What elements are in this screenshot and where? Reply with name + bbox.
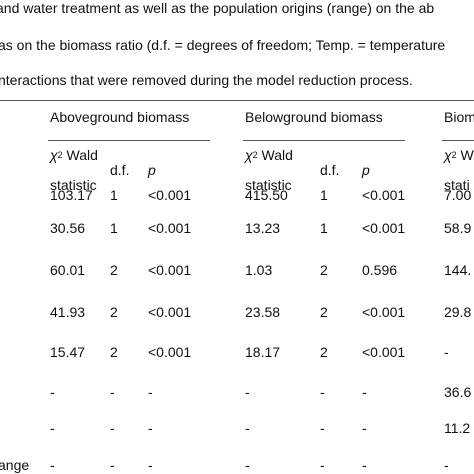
cell: - (362, 420, 367, 436)
df-header: d.f. (110, 162, 130, 178)
cell: - (148, 384, 153, 400)
cell: <0.001 (362, 220, 406, 236)
cell: - (245, 384, 250, 400)
cell: 2 (110, 304, 118, 320)
header-label: Wald (62, 147, 98, 163)
chi-header: χ2 Wald (245, 147, 293, 165)
group-header: Belowground biomass (245, 109, 383, 125)
cell: 58.9 (444, 220, 472, 236)
row-label: ange (0, 457, 30, 473)
cell: - (362, 384, 367, 400)
cell: - (148, 420, 153, 436)
header-line2: statistic (245, 177, 292, 193)
chi-header: χ2 Wald (50, 147, 98, 165)
cell: 103.17 (50, 187, 93, 203)
cell: - (320, 457, 325, 473)
cell: 36.6 (444, 384, 472, 400)
cell: <0.001 (362, 344, 406, 360)
cell: 1 (320, 187, 328, 203)
group-rule (243, 140, 405, 141)
p-header: p (362, 162, 370, 178)
cell: 144. (444, 262, 472, 278)
header-line2: statistic (50, 177, 97, 193)
cell: - (148, 457, 153, 473)
cell: - (110, 384, 115, 400)
group-rule (442, 140, 474, 141)
cell: 2 (320, 344, 328, 360)
caption-line: nteractions that were removed during the… (0, 72, 413, 88)
cell: 2 (110, 344, 118, 360)
group-header: Biom (444, 109, 474, 125)
cell: 1 (110, 220, 118, 236)
cell: 2 (320, 304, 328, 320)
cell: - (245, 420, 250, 436)
cell: - (110, 457, 115, 473)
cell: <0.001 (148, 304, 192, 320)
cell: <0.001 (148, 262, 192, 278)
cell: - (245, 457, 250, 473)
chi-header: χ2 W (444, 147, 474, 165)
chi-symbol: χ (50, 147, 58, 163)
cell: 2 (110, 262, 118, 278)
cell: 1 (110, 187, 118, 203)
cell: 15.47 (50, 344, 86, 360)
cell: <0.001 (362, 304, 406, 320)
caption-line: as on the biomass ratio (d.f. = degrees … (0, 37, 446, 53)
cell: 13.23 (245, 220, 281, 236)
cell: 18.17 (245, 344, 281, 360)
chi-symbol: χ (444, 147, 452, 163)
p-header: p (148, 162, 156, 178)
cell: 30.56 (50, 220, 86, 236)
cell: 11.2 (444, 420, 471, 436)
cell: - (50, 457, 55, 473)
cell: 23.58 (245, 304, 281, 320)
group-header: Aboveground biomass (50, 109, 190, 125)
cell: - (110, 420, 115, 436)
cell: 60.01 (50, 262, 86, 278)
top-rule (0, 100, 474, 101)
cell: 0.596 (362, 262, 398, 278)
cell: 41.93 (50, 304, 86, 320)
cell: <0.001 (148, 344, 192, 360)
header-label: W (456, 147, 474, 163)
cell: <0.001 (362, 187, 406, 203)
cell: 1 (320, 220, 328, 236)
chi-symbol: χ (245, 147, 253, 163)
cell: - (362, 457, 367, 473)
cell: 2 (320, 262, 328, 278)
cell: - (320, 420, 325, 436)
cell: - (50, 384, 55, 400)
df-header: d.f. (320, 162, 340, 178)
header-line2: stati (444, 177, 470, 193)
cell: <0.001 (148, 220, 192, 236)
superscript: 2 (57, 150, 63, 160)
header-label: Wald (257, 147, 293, 163)
group-rule (48, 140, 210, 141)
cell: 29.8 (444, 304, 472, 320)
cell: <0.001 (148, 187, 192, 203)
superscript: 2 (451, 150, 457, 160)
cell: 415.50 (245, 187, 288, 203)
cell: - (320, 384, 325, 400)
cell: 7.00 (444, 187, 472, 203)
cell: 1.03 (245, 262, 273, 278)
cell: - (50, 420, 55, 436)
superscript: 2 (252, 150, 258, 160)
cell: - (444, 344, 449, 360)
cell: - (444, 457, 449, 473)
caption-line: and water treatment as well as the popul… (0, 0, 435, 16)
